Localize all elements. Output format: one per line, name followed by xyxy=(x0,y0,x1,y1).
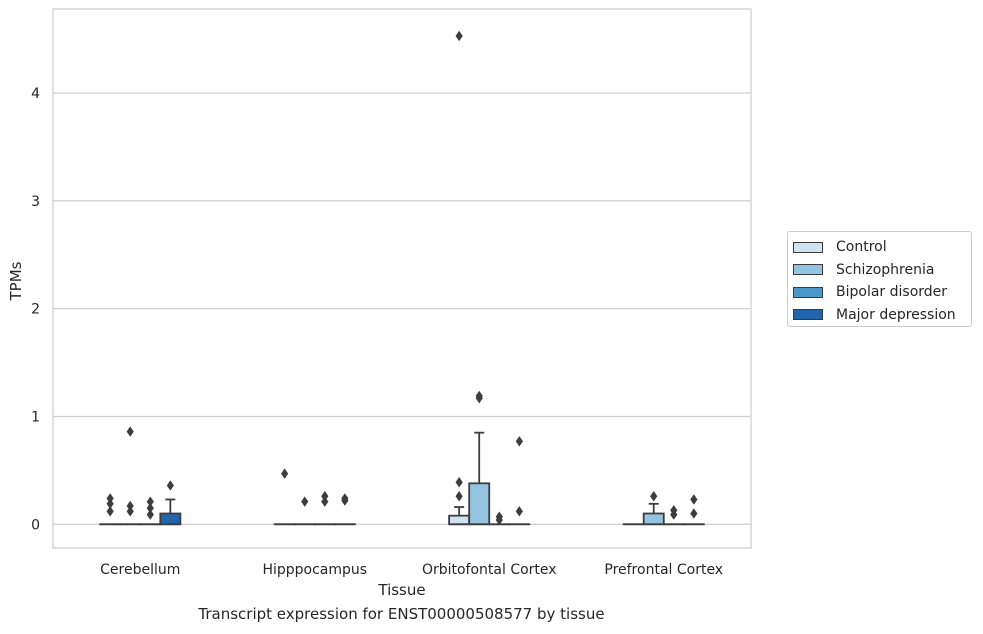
outlier-point xyxy=(301,496,309,507)
outlier-point xyxy=(495,511,503,522)
outlier-point xyxy=(106,506,114,517)
chart-caption: Transcript expression for ENST0000050857… xyxy=(198,605,605,623)
outlier-point xyxy=(455,477,463,488)
outlier-point xyxy=(126,426,134,437)
y-tick-label: 4 xyxy=(31,86,40,102)
legend-label: Bipolar disorder xyxy=(836,284,948,301)
outlier-point xyxy=(106,498,114,510)
boxes xyxy=(99,30,705,526)
x-axis-label: Tissue xyxy=(377,581,425,599)
outlier-point xyxy=(341,493,349,504)
outlier-point xyxy=(106,493,114,504)
x-tick-label: Prefrontal Cortex xyxy=(604,562,723,578)
legend-item: Control xyxy=(793,236,971,259)
legend-swatch xyxy=(793,241,823,253)
box xyxy=(468,482,491,526)
legend-label: Schizophrenia xyxy=(836,261,935,278)
legend-swatch xyxy=(793,309,823,321)
legend-item: Schizophrenia xyxy=(793,259,971,282)
legend-item: Major depression xyxy=(793,304,971,327)
outlier-point xyxy=(690,508,698,519)
y-tick-label: 0 xyxy=(31,517,40,533)
outlier-point xyxy=(166,480,174,491)
x-tick-label: Hipppocampus xyxy=(262,562,367,578)
outlier-point xyxy=(455,491,463,502)
tick-labels: 0 1 2 3 4 Cerebellum Hipppocampus Orbitofontal … xyxy=(31,86,723,578)
legend-swatch xyxy=(793,286,823,298)
outlier-point xyxy=(126,500,134,512)
outlier-point xyxy=(515,436,523,447)
x-tick-label: Orbitofontal Cortex xyxy=(422,562,557,578)
box xyxy=(159,512,182,526)
plot-frame xyxy=(52,8,752,549)
legend-item: Bipolar disorder xyxy=(793,281,971,304)
outlier-point xyxy=(650,491,658,502)
outlier-point xyxy=(146,502,154,514)
legend-label: Control xyxy=(836,239,887,256)
outlier-point xyxy=(475,390,483,402)
x-tick-label: Cerebellum xyxy=(100,562,180,578)
outlier-point xyxy=(321,496,329,507)
y-axis-label: TPMs xyxy=(7,261,25,301)
outlier-point xyxy=(515,506,523,517)
outlier-point xyxy=(670,505,678,516)
legend: Control Schizophrenia Bipolar disorder Majo… xyxy=(787,231,972,327)
outlier-point xyxy=(126,506,134,517)
outlier-point xyxy=(321,491,329,502)
box xyxy=(448,514,471,526)
outlier-point xyxy=(455,30,463,42)
grid-lines xyxy=(53,92,751,525)
outlier-point xyxy=(690,494,698,505)
y-tick-label: 3 xyxy=(31,194,40,210)
outlier-point xyxy=(146,496,154,507)
y-tick-label: 1 xyxy=(31,409,40,425)
y-tick-label: 2 xyxy=(31,302,40,318)
outlier-point xyxy=(146,509,154,520)
outlier-point xyxy=(281,468,289,479)
legend-swatch xyxy=(793,264,823,276)
legend-label: Major depression xyxy=(836,306,956,323)
box xyxy=(642,512,665,526)
